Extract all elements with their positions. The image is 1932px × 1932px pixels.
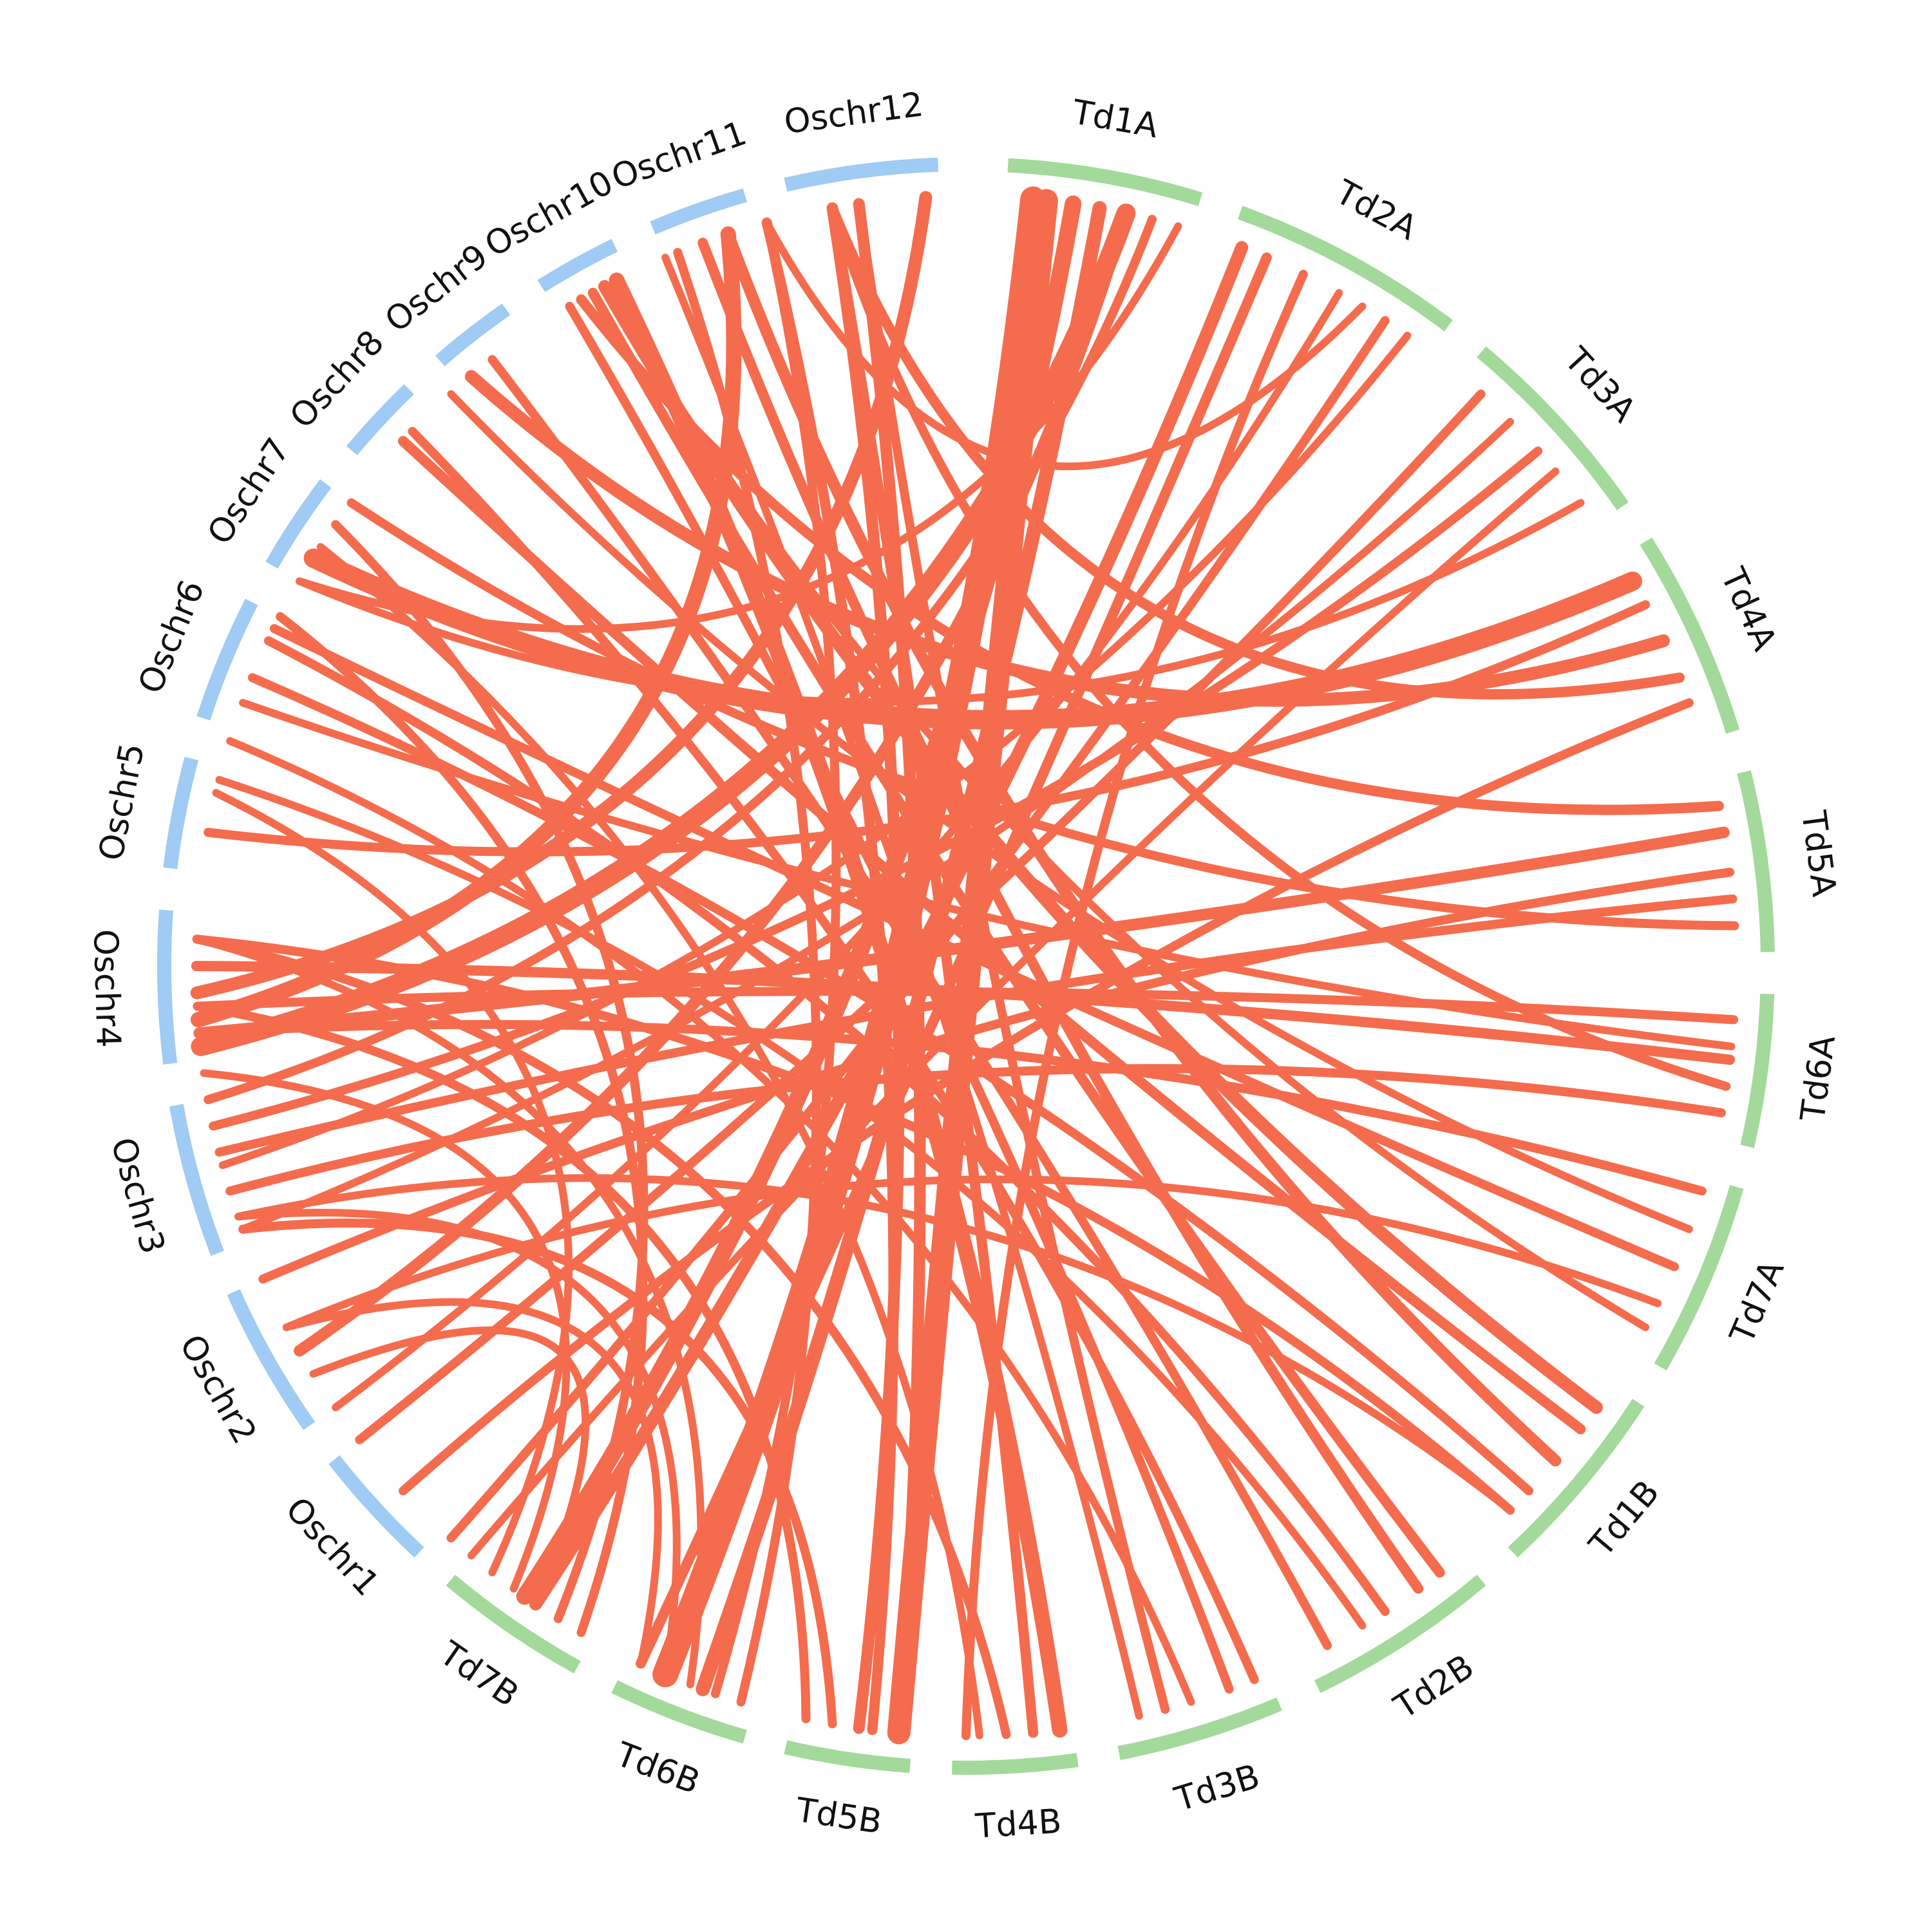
synteny-link — [303, 548, 1642, 730]
segment-oschr3 — [169, 1104, 224, 1256]
synteny-link — [282, 1298, 662, 1667]
segment-label-td1a: Td1A — [1069, 93, 1161, 146]
segment-td5b — [784, 1740, 911, 1773]
segment-oschr6 — [196, 598, 258, 721]
synteny-link — [398, 436, 1586, 1435]
segment-oschr1 — [328, 1455, 424, 1558]
segment-oschr4 — [157, 909, 178, 1065]
synteny-link — [828, 204, 1731, 1091]
synteny-link — [331, 520, 649, 1624]
synteny-link — [200, 1069, 571, 1593]
synteny-link — [191, 204, 1136, 1056]
segment-td1a — [1007, 158, 1203, 206]
segment-td1b — [1508, 1399, 1645, 1558]
synteny-link — [192, 934, 1515, 1515]
segment-label-oschr6: Oschr6 — [131, 575, 213, 699]
synteny-link — [234, 1209, 681, 1678]
segment-label-td5a: Td5A — [1794, 808, 1843, 900]
segments-layer — [157, 157, 1775, 1775]
segment-oschr9 — [435, 303, 511, 366]
segment-label-td4a: Td4A — [1712, 562, 1784, 657]
synteny-link — [697, 238, 1424, 1594]
segment-oschr7 — [265, 479, 332, 569]
segment-label-oschr5: Oschr5 — [91, 740, 152, 864]
segment-td6a — [1740, 994, 1775, 1148]
synteny-link — [762, 218, 1367, 471]
segment-td3a — [1477, 346, 1629, 511]
segment-oschr12 — [784, 157, 938, 192]
synteny-link — [636, 252, 1272, 1669]
synteny-link — [234, 1174, 1514, 1514]
segment-oschr10 — [537, 239, 618, 292]
synteny-link — [661, 254, 1143, 1720]
synteny-link — [190, 191, 933, 999]
synteny-link — [212, 789, 573, 1577]
segment-label-td2a: Td2A — [1329, 173, 1423, 248]
segment-label-td6a: Td6A — [1794, 1033, 1843, 1124]
segment-label-td4b: Td4B — [974, 1802, 1063, 1846]
segment-td5a — [1737, 770, 1775, 952]
synteny-link — [854, 199, 1170, 1714]
synteny-link — [276, 612, 648, 1637]
synteny-link — [191, 961, 1736, 1065]
synteny-link — [761, 217, 899, 1736]
synteny-link — [827, 203, 1685, 700]
segment-label-oschr12: Oschr12 — [782, 85, 925, 142]
segment-label-td3b: Td3B — [1170, 1757, 1264, 1819]
segment-oschr8 — [346, 384, 414, 455]
segment-label-oschr2: Oschr2 — [172, 1329, 264, 1451]
synteny-link — [673, 248, 821, 1707]
synteny-link — [853, 198, 926, 1739]
synteny-link — [226, 737, 1195, 1706]
segment-label-oschr11: Oschr11 — [607, 114, 752, 197]
segment-td4a — [1640, 537, 1740, 734]
segment-label-td5b: Td5B — [793, 1791, 884, 1842]
segment-td6b — [611, 1680, 747, 1744]
synteny-link — [218, 332, 1412, 1170]
segment-label-oschr3: Oschr3 — [103, 1133, 172, 1258]
segment-label-td6b: Td6B — [611, 1735, 705, 1802]
segment-label-td3a: Td3A — [1556, 340, 1643, 430]
segment-oschr11 — [650, 188, 747, 235]
segment-oschr2 — [227, 1289, 316, 1430]
segment-oschr5 — [163, 756, 199, 869]
links-layer — [190, 186, 1739, 1745]
synteny-link — [269, 624, 1679, 1271]
segment-td2a — [1238, 205, 1453, 332]
segment-label-td2b: Td2B — [1387, 1647, 1481, 1727]
segment-label-td1b: Td1B — [1582, 1473, 1667, 1565]
segment-td2b — [1314, 1575, 1486, 1693]
synteny-link — [214, 894, 1738, 1157]
segment-label-td7b: Td7B — [432, 1634, 526, 1715]
segment-td4b — [952, 1753, 1079, 1775]
segment-td3b — [1117, 1697, 1282, 1760]
segment-td7b — [446, 1575, 581, 1674]
segment-label-td7a: Td7A — [1723, 1255, 1792, 1350]
segment-label-oschr4: Oschr4 — [86, 929, 128, 1048]
synteny-link — [710, 218, 841, 1698]
synteny-link — [193, 1001, 811, 1723]
segment-td7a — [1654, 1185, 1744, 1371]
